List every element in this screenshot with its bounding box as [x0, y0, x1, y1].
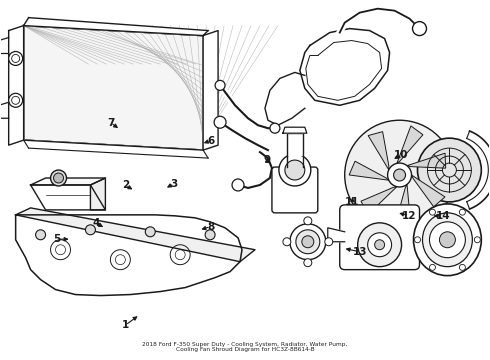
Circle shape: [36, 230, 46, 240]
Circle shape: [9, 51, 23, 66]
Circle shape: [232, 179, 244, 191]
Polygon shape: [24, 26, 203, 150]
Text: 2018 Ford F-350 Super Duty - Cooling System, Radiator, Water Pump,
Cooling Fan S: 2018 Ford F-350 Super Duty - Cooling Sys…: [142, 342, 348, 352]
Circle shape: [302, 236, 314, 248]
Text: 8: 8: [207, 222, 215, 231]
Circle shape: [215, 80, 225, 90]
Circle shape: [145, 227, 155, 237]
FancyBboxPatch shape: [272, 167, 318, 213]
Circle shape: [393, 169, 406, 181]
Circle shape: [296, 230, 320, 254]
Circle shape: [325, 238, 333, 246]
Circle shape: [50, 170, 67, 186]
Circle shape: [85, 225, 96, 235]
Circle shape: [474, 237, 480, 243]
Polygon shape: [361, 187, 397, 215]
Circle shape: [413, 22, 426, 36]
Circle shape: [429, 209, 436, 215]
Text: 9: 9: [264, 155, 270, 165]
Text: 2: 2: [122, 180, 129, 190]
Polygon shape: [203, 31, 218, 150]
Text: 6: 6: [207, 136, 215, 145]
Text: 1: 1: [122, 320, 129, 330]
Circle shape: [270, 123, 280, 133]
Circle shape: [417, 138, 481, 202]
Circle shape: [429, 264, 436, 270]
Polygon shape: [16, 215, 242, 296]
Circle shape: [375, 240, 385, 250]
Text: 7: 7: [107, 118, 114, 128]
Circle shape: [214, 116, 226, 128]
Polygon shape: [407, 153, 446, 168]
Polygon shape: [287, 133, 303, 155]
Circle shape: [9, 93, 23, 107]
Circle shape: [345, 120, 454, 230]
Circle shape: [368, 233, 392, 257]
Ellipse shape: [414, 204, 481, 276]
Polygon shape: [300, 28, 390, 105]
Polygon shape: [368, 132, 389, 170]
Circle shape: [279, 154, 311, 186]
Circle shape: [304, 217, 312, 225]
Circle shape: [429, 222, 466, 258]
Circle shape: [358, 223, 401, 267]
Circle shape: [53, 173, 64, 183]
Polygon shape: [91, 178, 105, 210]
Circle shape: [388, 163, 412, 187]
Circle shape: [283, 238, 291, 246]
FancyBboxPatch shape: [340, 205, 419, 270]
Text: 3: 3: [171, 179, 178, 189]
Text: 14: 14: [436, 211, 450, 221]
Circle shape: [440, 232, 455, 248]
Text: 11: 11: [345, 197, 360, 207]
Circle shape: [290, 224, 326, 260]
Circle shape: [460, 264, 465, 270]
Polygon shape: [30, 178, 105, 185]
Polygon shape: [24, 140, 208, 158]
Polygon shape: [9, 26, 24, 145]
Polygon shape: [30, 185, 105, 210]
Polygon shape: [396, 184, 411, 224]
Circle shape: [285, 160, 305, 180]
Circle shape: [205, 230, 215, 240]
Text: 13: 13: [353, 247, 367, 257]
Polygon shape: [283, 127, 307, 133]
Text: 10: 10: [394, 150, 409, 160]
Polygon shape: [16, 208, 255, 262]
Circle shape: [304, 259, 312, 267]
Polygon shape: [265, 72, 305, 125]
Text: 12: 12: [401, 211, 416, 221]
Polygon shape: [328, 228, 345, 242]
Polygon shape: [349, 161, 389, 180]
Ellipse shape: [422, 213, 472, 267]
Polygon shape: [412, 175, 445, 207]
Circle shape: [460, 209, 465, 215]
Text: 4: 4: [92, 218, 99, 228]
Polygon shape: [397, 126, 423, 163]
Circle shape: [415, 237, 420, 243]
Text: 5: 5: [53, 234, 60, 244]
Polygon shape: [24, 18, 208, 36]
